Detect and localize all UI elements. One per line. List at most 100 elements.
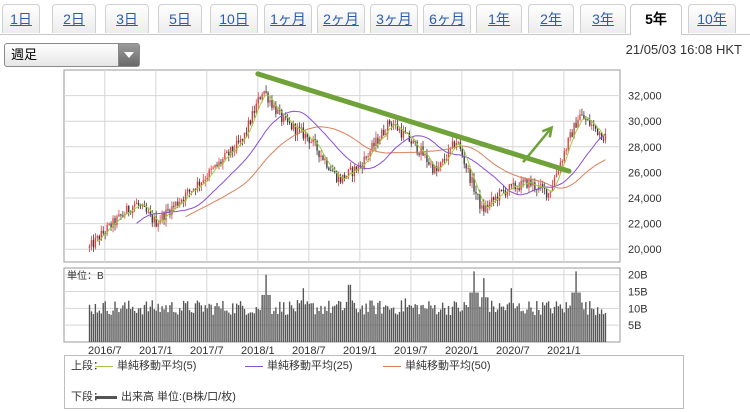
tab-3d[interactable]: 3日 [105,4,149,33]
volume-bar [406,307,409,342]
volume-bar [381,313,383,342]
candle-body [500,189,503,191]
volume-bar [235,303,238,342]
candle-body [316,140,318,151]
tab-1y[interactable]: 1年 [476,4,522,33]
volume-bar [294,311,297,342]
volume-bar [543,305,546,342]
candle-body [573,122,575,138]
candle-body [267,92,269,103]
candle-body [222,159,224,164]
candle-body [218,161,220,167]
volume-bar [347,284,350,342]
volume-bar [90,311,93,342]
tab-2d[interactable]: 2日 [52,4,96,33]
tab-10d[interactable]: 10日 [210,4,258,33]
tab-3y[interactable]: 3年 [580,4,626,33]
candle-body [253,111,255,113]
candle-body [369,151,371,157]
candle-body [479,193,481,209]
candle-body [524,179,526,182]
volume-bar [275,307,277,342]
volume-bar [398,311,401,342]
candle-body [108,223,110,225]
volume-bar [600,309,603,342]
chevron-down-icon[interactable] [118,44,139,66]
candle-body [92,240,95,248]
volume-bar [330,312,332,342]
volume-bar [208,303,210,342]
volume-bar [308,303,310,342]
price-tick-label: 26,000 [628,167,662,179]
x-tick-label: 2020/7 [496,345,530,357]
candle-body [498,189,501,201]
legend-ma25-swatch [245,365,263,367]
candle-body [135,202,138,205]
candle-body [410,141,412,144]
volume-bar [332,306,334,342]
candle-body [467,168,469,170]
legend-ma5: 単純移動平均(5) [95,358,196,374]
candle-body [343,174,346,179]
candle-body [347,169,350,177]
candle-body [349,167,352,170]
candle-body [112,218,114,228]
volume-bar [230,314,232,342]
candle-body [439,162,442,168]
candle-body [334,171,336,173]
candle-body [245,132,248,134]
volume-bar [363,314,365,342]
volume-bar [143,304,146,342]
candle-body [585,119,587,121]
volume-bar [430,305,432,342]
volume-bar [426,308,428,342]
candle-body [98,236,101,241]
price-tick-label: 22,000 [628,219,662,231]
candle-body [230,146,232,156]
volume-bar [573,292,575,342]
volume-bar [137,308,140,342]
candle-body [373,142,375,147]
candle-body [110,223,112,228]
volume-tick-label: 15B [628,287,648,299]
volume-bar [122,305,124,342]
tab-1d[interactable]: 1日 [2,4,40,33]
volume-bar [359,309,361,342]
candle-body [502,189,505,191]
legend-ma5-swatch [95,365,113,367]
tab-3m[interactable]: 3ヶ月 [370,4,418,33]
candle-body [200,182,203,186]
tab-1m[interactable]: 1ヶ月 [264,4,312,33]
period-select[interactable]: 週足 [4,43,140,67]
volume-bar [200,305,203,342]
volume-bar [569,305,571,342]
tab-5d[interactable]: 5日 [158,4,202,33]
period-tabs: 1日 2日 3日 5日 10日 1ヶ月 2ヶ月 3ヶ月 6ヶ月 1年 2年 3年… [0,0,750,35]
volume-bar [514,308,516,342]
candle-body [447,148,450,160]
tab-10y[interactable]: 10年 [688,4,736,33]
volume-bar [510,288,512,342]
volume-bar [316,307,318,342]
volume-bar [190,312,193,342]
candle-body [126,205,128,215]
volume-bar [585,302,587,342]
tab-6m[interactable]: 6ヶ月 [423,4,471,33]
volume-bar [336,304,338,342]
tab-2y[interactable]: 2年 [528,4,574,33]
candle-body [210,168,212,170]
volume-bar [414,304,416,342]
trendline [255,71,572,174]
volume-bar [581,302,583,342]
candle-body [204,179,206,181]
candle-body [175,201,177,206]
tab-5y[interactable]: 5年 [630,4,682,35]
candle-body [196,181,199,191]
tab-2m[interactable]: 2ヶ月 [317,4,365,33]
volume-bar [218,306,220,342]
candle-body [118,214,120,217]
candle-body [387,120,389,134]
volume-bar [133,310,136,342]
candle-body [161,213,163,221]
candle-body [508,184,511,192]
